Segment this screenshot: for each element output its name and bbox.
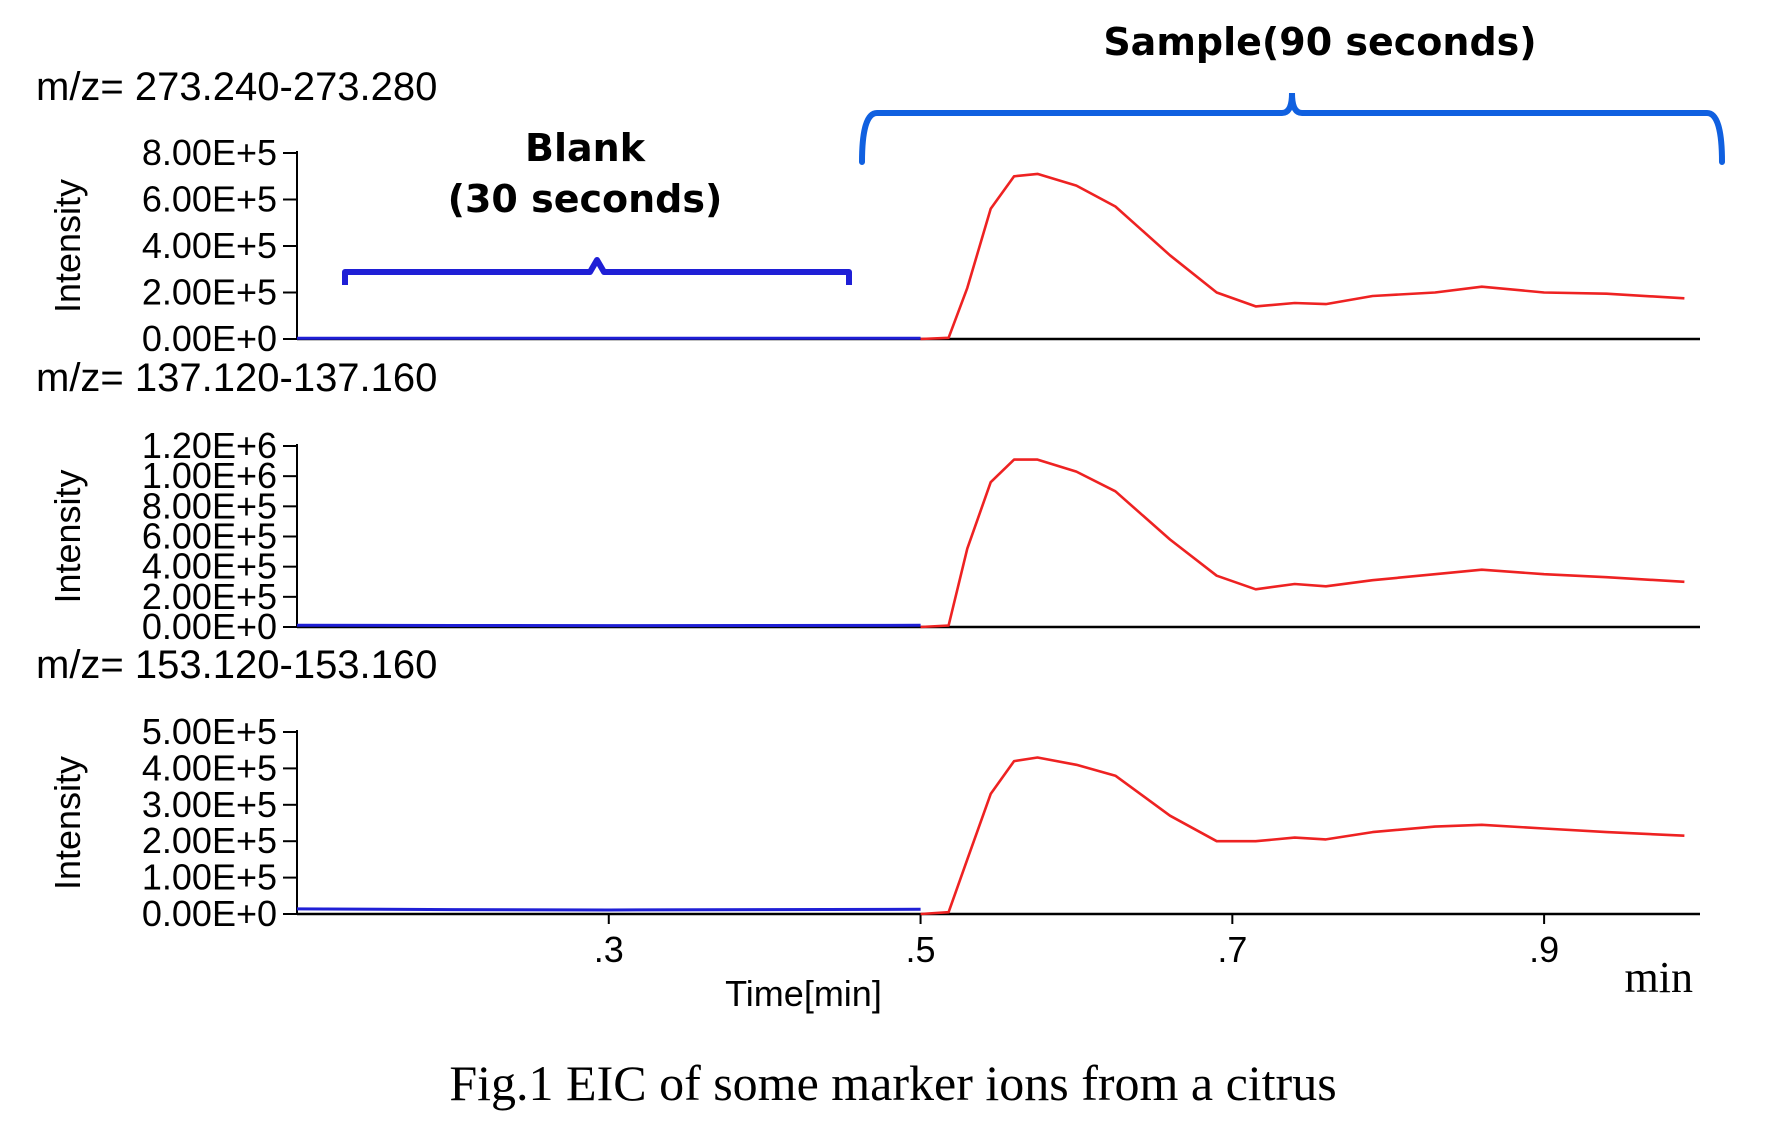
- blank-series-line: [296, 907, 921, 912]
- sample-series-line: [920, 756, 1685, 916]
- x-tick-label: .5: [906, 929, 936, 970]
- x-axis-title: Time[min]: [725, 973, 882, 1014]
- y-tick-label: 2.00E+5: [142, 272, 277, 313]
- y-tick-label: 0.00E+0: [142, 893, 277, 934]
- y-tick-label: 0.00E+0: [142, 318, 277, 359]
- y-tick-label: 5.00E+5: [142, 711, 277, 752]
- sample-series-line: [920, 172, 1685, 341]
- y-tick-label: 8.00E+5: [142, 132, 277, 173]
- y-tick-label: 8.00E+5: [142, 485, 277, 526]
- y-tick-label: 2.00E+5: [142, 576, 277, 617]
- y-tick-label: 1.20E+6: [142, 425, 277, 466]
- sample-series-line: [920, 458, 1685, 629]
- y-axis-label: Intensity: [47, 469, 88, 603]
- panel-1: m/z= 273.240-273.280 Intensity 0.00E+0 2.00…: [36, 65, 1700, 359]
- x-tick-label: .7: [1217, 929, 1247, 970]
- y-axis-label: Intensity: [47, 756, 88, 890]
- y-tick-label: 4.00E+5: [142, 747, 277, 788]
- y-tick-label: 4.00E+5: [142, 546, 277, 587]
- y-tick-label: 3.00E+5: [142, 784, 277, 825]
- y-tick-label: 6.00E+5: [142, 516, 277, 557]
- blank-annotation-line1: Blank: [525, 126, 646, 170]
- y-tick-label: 6.00E+5: [142, 179, 277, 220]
- panel-2: m/z= 137.120-137.160 Intensity 0.00E+02.00…: [36, 356, 1700, 647]
- panel-title: m/z= 137.120-137.160: [36, 356, 437, 400]
- figure-caption: Fig.1 EIC of some marker ions from a cit…: [449, 1055, 1336, 1111]
- time-unit-label: min: [1625, 953, 1693, 1002]
- panel-title: m/z= 273.240-273.280: [36, 65, 437, 109]
- blank-annotation-line2: (30 seconds): [448, 177, 723, 221]
- y-tick-label: 0.00E+0: [142, 606, 277, 647]
- blank-bracket: [342, 257, 852, 285]
- y-tick-label: 2.00E+5: [142, 820, 277, 861]
- sample-annotation: Sample(90 seconds): [1103, 20, 1536, 64]
- panel-3: m/z= 153.120-153.160 Intensity 0.00E+01.00…: [36, 643, 1700, 1014]
- x-tick-label: .9: [1529, 929, 1559, 970]
- x-tick-label: .3: [594, 929, 624, 970]
- y-tick-label: 4.00E+5: [142, 225, 277, 266]
- panel-title: m/z= 153.120-153.160: [36, 643, 437, 687]
- y-tick-label: 1.00E+5: [142, 857, 277, 898]
- y-tick-label: 1.00E+6: [142, 455, 277, 496]
- y-axis-label: Intensity: [47, 179, 88, 313]
- sample-bracket: [859, 92, 1725, 165]
